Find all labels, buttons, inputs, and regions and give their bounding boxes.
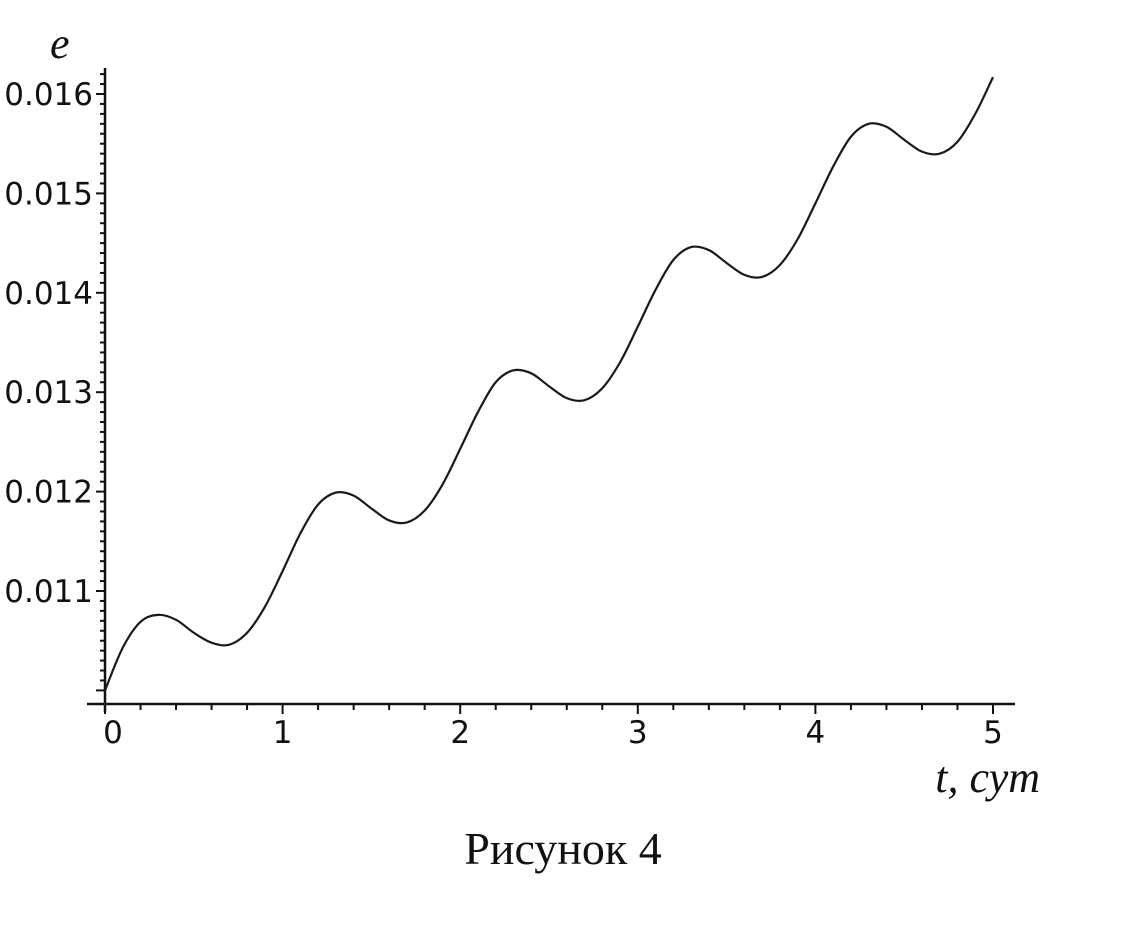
x-tick-label: 2	[450, 715, 470, 751]
y-tick-label: 0.015	[4, 176, 93, 212]
y-tick-label: 0.016	[4, 77, 93, 113]
y-tick-label: 0.013	[4, 375, 93, 411]
x-tick-label: 0	[103, 715, 123, 751]
x-tick-label: 1	[273, 715, 293, 751]
y-tick-label: 0.011	[4, 574, 93, 610]
series-line	[103, 76, 994, 691]
x-tick-label: 4	[806, 715, 826, 751]
y-tick-label: 0.012	[4, 475, 93, 511]
x-axis-label: t, сут	[935, 753, 1040, 802]
y-tick-label: 0.014	[4, 276, 93, 312]
x-tick-label: 3	[628, 715, 648, 751]
y-ticks-layer: 0.011 0.012 0.013 0.014 0.015 0.016	[4, 73, 105, 692]
x-ticks-layer: 0 1 2 3 4 5	[103, 704, 1003, 751]
figure-caption: Рисунок 4	[464, 823, 661, 874]
y-axis-label: e	[50, 19, 70, 68]
x-tick-label: 5	[983, 715, 1003, 751]
